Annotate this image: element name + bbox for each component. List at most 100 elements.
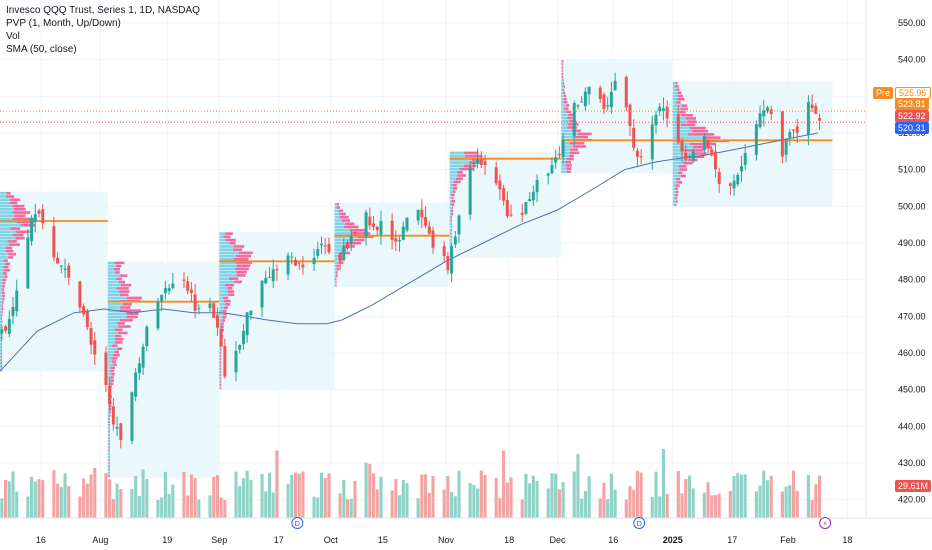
last-price-badge: 523.81 — [895, 98, 929, 110]
profile-bar-up — [449, 222, 451, 226]
profile-bar-up — [561, 145, 573, 148]
legend-pvp[interactable]: PVP (1, Month, Up/Down) — [6, 18, 121, 29]
time-tick-label: 16 — [36, 535, 46, 545]
profile-bar-up — [449, 174, 458, 177]
profile-bar-down — [566, 110, 572, 114]
profile-bar-down — [564, 94, 567, 98]
profile-bar-up — [107, 293, 120, 297]
candle-body — [531, 191, 535, 201]
profile-bar-down — [0, 358, 3, 362]
profile-bar-up — [0, 288, 3, 291]
candle-body — [706, 139, 710, 149]
candle-body — [535, 179, 539, 193]
profile-bar-down — [4, 275, 8, 278]
profile-bar-down — [233, 258, 249, 261]
candle-body — [684, 152, 688, 160]
profile-bar-up — [107, 372, 112, 376]
volume-bar — [171, 484, 175, 518]
volume-bar — [717, 493, 721, 518]
candle-body — [520, 212, 524, 215]
profile-bar-down — [228, 293, 235, 297]
profile-bar-up — [672, 88, 677, 91]
profile-bar-down — [341, 219, 351, 222]
profile-bar-up — [449, 216, 451, 219]
profile-bar-down — [568, 154, 574, 158]
profile-bar-up — [449, 206, 452, 210]
volume-bar — [342, 479, 346, 518]
profile-bar-down — [116, 277, 122, 281]
legend-symbol[interactable]: Invesco QQQ Trust, Series 1, 1D, NASDAQ — [6, 5, 200, 16]
profile-bar-down — [119, 309, 141, 312]
candle-body — [15, 290, 19, 312]
candle-body — [119, 423, 123, 441]
profile-bar-down — [229, 241, 236, 245]
profile-bar-down — [119, 318, 133, 322]
profile-bar-up — [107, 318, 120, 322]
profile-bar-up — [219, 241, 230, 245]
profile-bar-up — [449, 235, 451, 239]
candle-body — [52, 226, 56, 258]
profile-bar-up — [107, 341, 115, 344]
profile-bar-down — [570, 148, 578, 151]
candle-body — [431, 230, 435, 248]
profile-bar-down — [357, 235, 374, 239]
profile-bar-down — [220, 383, 222, 387]
candle-body — [11, 307, 15, 316]
volume-bar — [702, 492, 706, 518]
volume-bar — [580, 498, 584, 518]
profile-bar-up — [107, 363, 114, 367]
profile-bar-up — [219, 290, 228, 293]
volume-bar — [658, 496, 662, 518]
legend-vol[interactable]: Vol — [6, 31, 20, 42]
profile-bar-up — [219, 367, 221, 371]
profile-bar-down — [675, 190, 679, 194]
profile-bar-up — [0, 201, 11, 205]
candle-body — [639, 156, 643, 158]
candle-body — [661, 108, 665, 112]
profile-bar-up — [0, 304, 2, 307]
profile-bar-up — [0, 323, 2, 327]
profile-bar-down — [110, 379, 114, 382]
profile-bar-down — [114, 341, 123, 344]
profile-bar-down — [114, 350, 119, 354]
profile-bar-down — [115, 271, 120, 274]
dividend-marker-label: D — [295, 520, 300, 528]
profile-bar-down — [108, 446, 110, 449]
profile-bar-down — [676, 177, 681, 181]
profile-bar-up — [107, 277, 117, 281]
candle-body — [576, 105, 580, 107]
profile-bar-up — [561, 170, 567, 174]
profile-bar-down — [227, 290, 235, 293]
candle-body — [193, 294, 197, 311]
candle-body — [115, 427, 119, 429]
profile-bar-up — [449, 238, 451, 242]
profile-bar-up — [107, 274, 121, 277]
profile-bar-up — [0, 278, 3, 282]
profile-bar-up — [449, 190, 453, 193]
profile-bar-up — [0, 259, 4, 262]
volume-bar — [93, 467, 97, 518]
profile-bar-up — [107, 439, 109, 443]
legend-sma[interactable]: SMA (50, close) — [6, 44, 77, 55]
volume-bar — [468, 483, 472, 518]
candle-body — [583, 91, 587, 107]
profile-bar-down — [692, 145, 712, 149]
profile-bar-up — [561, 85, 564, 88]
profile-bar-up — [561, 110, 567, 114]
candle-body — [145, 326, 149, 347]
profile-bar-up — [561, 135, 574, 139]
candle-body — [468, 167, 472, 215]
volume-bar — [676, 471, 680, 518]
profile-bar-up — [0, 217, 13, 221]
profile-bar-down — [562, 88, 565, 91]
profile-bar-up — [0, 355, 1, 359]
dividend-marker-label: D — [637, 520, 642, 528]
volume-bar — [446, 476, 450, 518]
time-axis[interactable]: 16 Aug 19 Sep 17 Oct 15 Nov 18 Dec 16 2025 17 Feb 18 — [36, 535, 853, 545]
profile-bar-down — [225, 232, 233, 235]
volume-bar — [524, 473, 528, 518]
volume-bar — [528, 483, 532, 518]
volume-bar — [479, 470, 483, 518]
profile-bar-up — [334, 206, 337, 209]
